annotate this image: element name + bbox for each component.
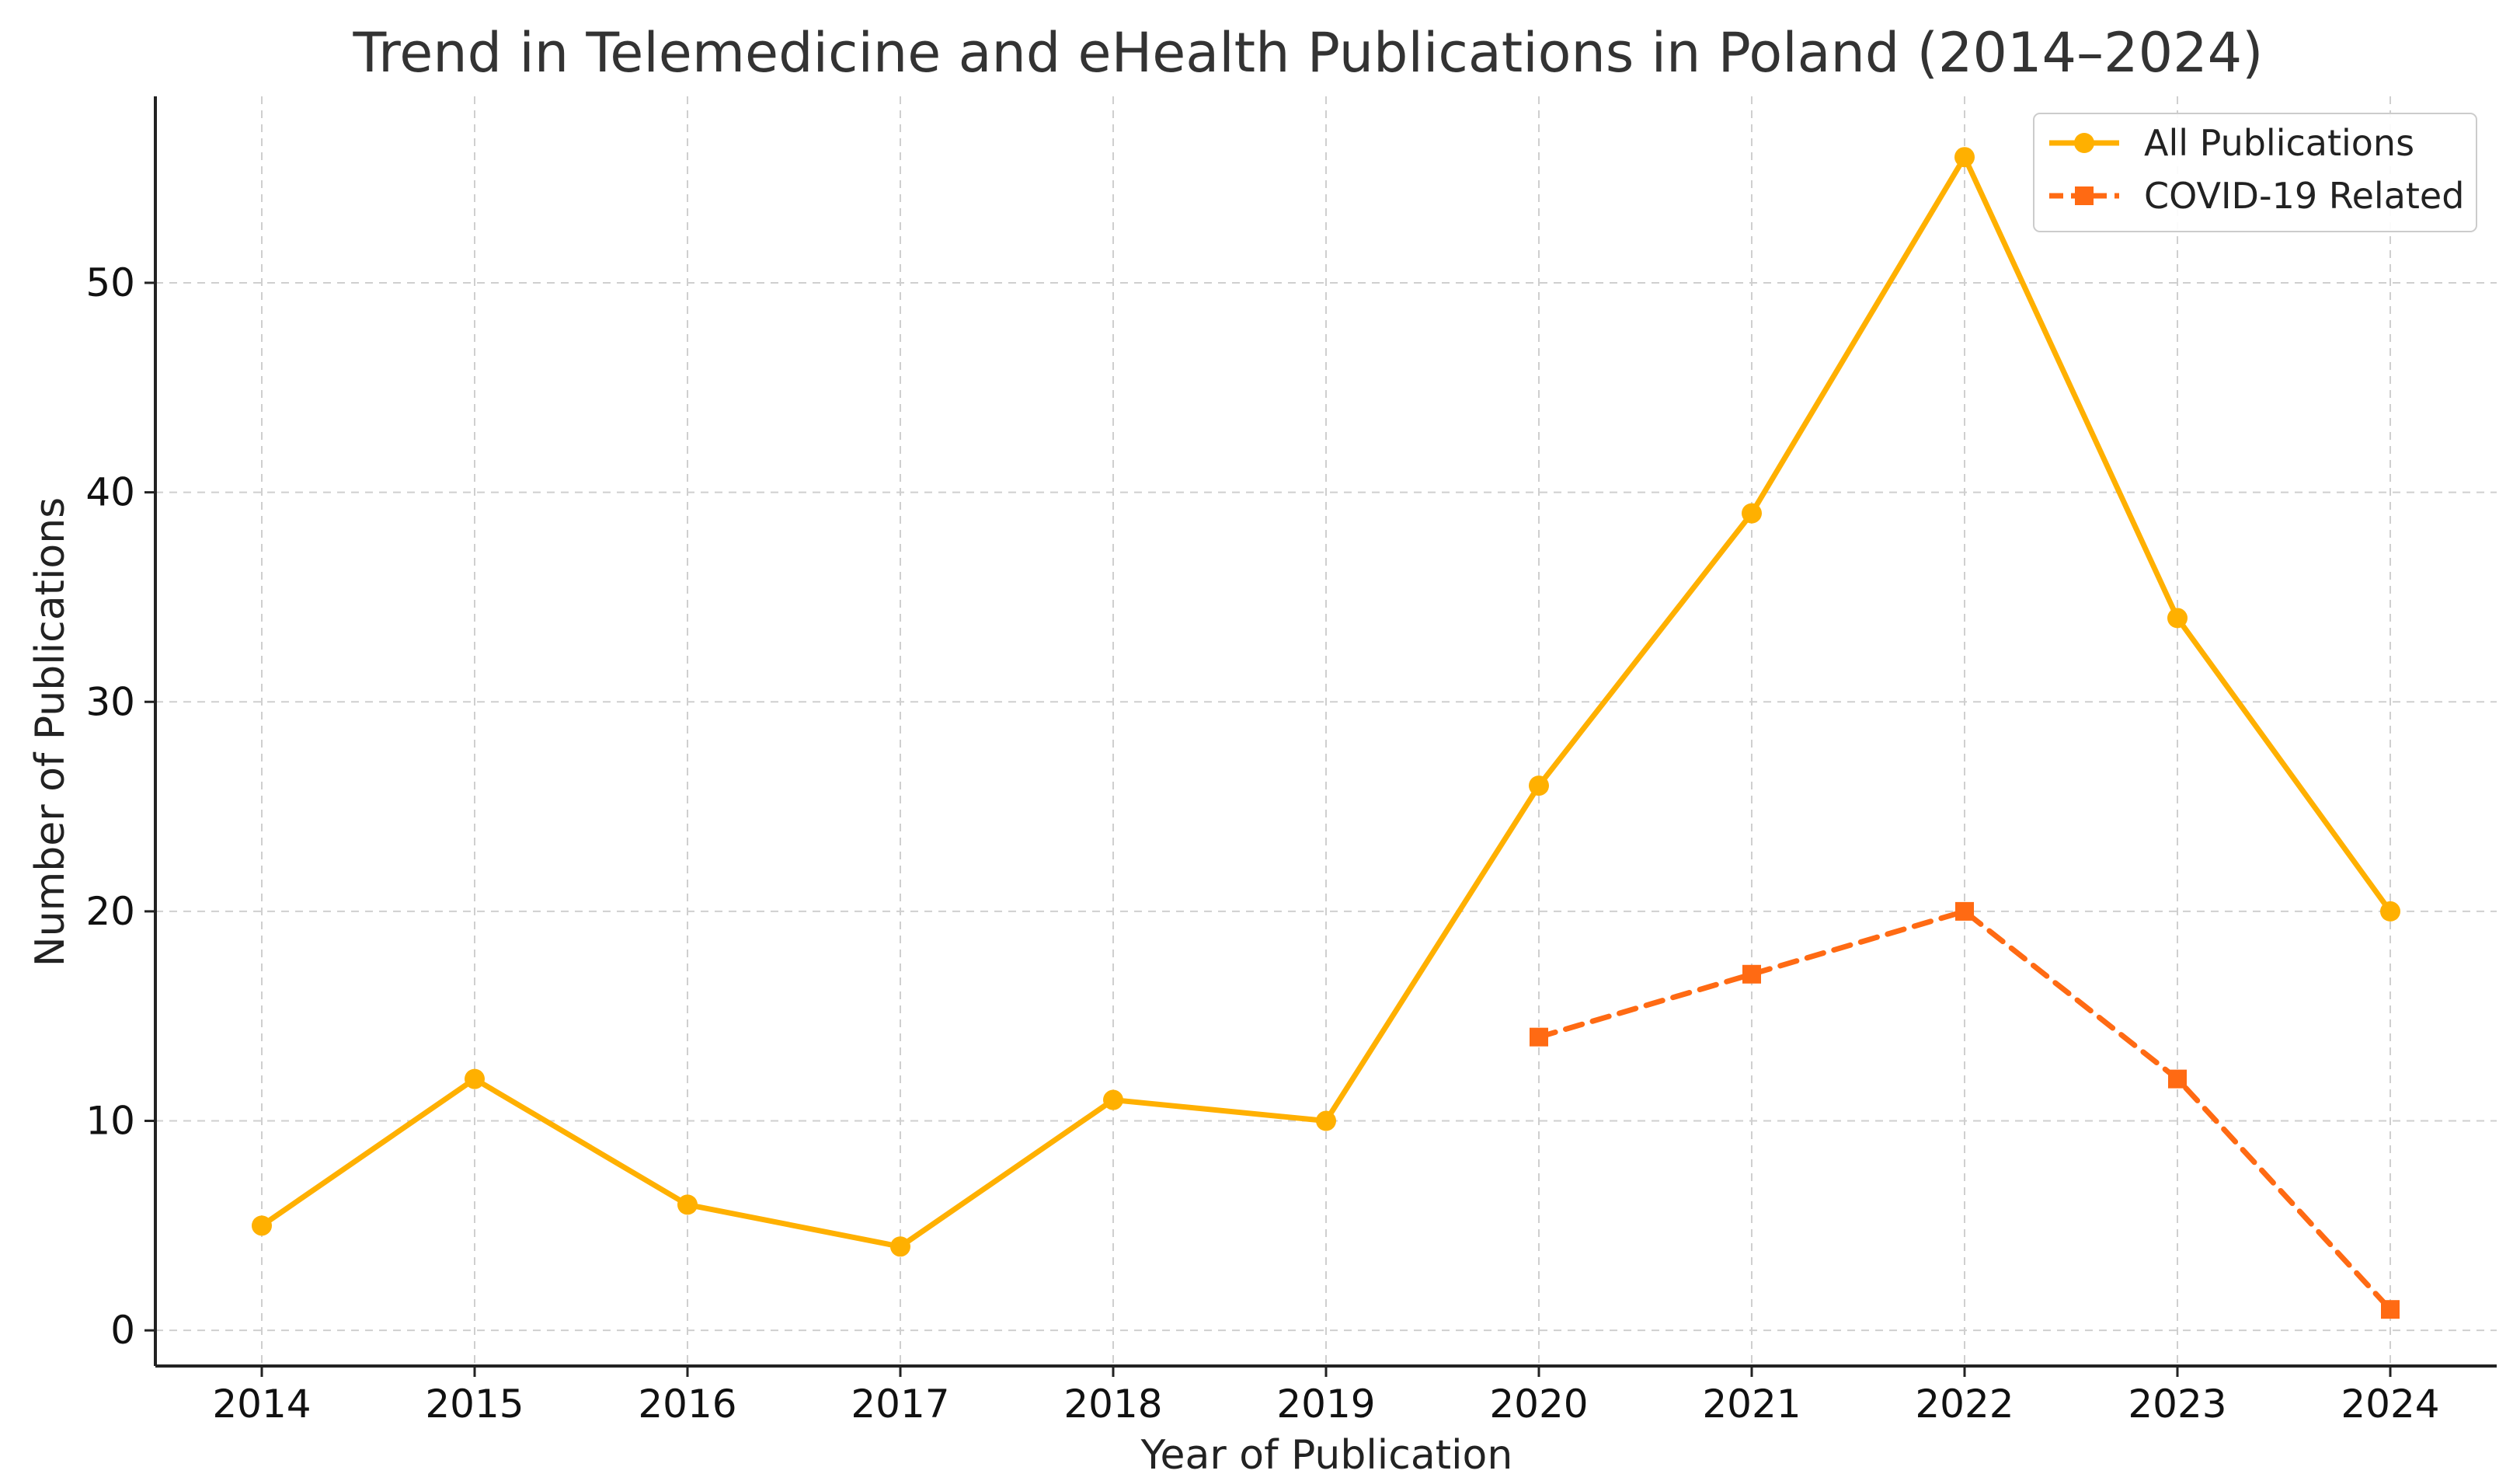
legend-label-all-publications: All Publications <box>2144 122 2414 164</box>
axes: 2014 2015 2016 2017 2018 2019 2020 2021 2022 2023… <box>85 96 2497 1427</box>
chart-title: Trend in Telemedicine and eHealth Public… <box>353 21 2264 85</box>
y-tick-label: 30 <box>85 679 135 724</box>
data-point-all-publications <box>1529 775 1549 796</box>
legend-box <box>2033 113 2477 232</box>
data-point-covid-19-related <box>2381 1300 2400 1319</box>
data-point-all-publications <box>252 1215 272 1236</box>
data-point-covid-19-related <box>1742 964 1761 984</box>
legend-label-covid-19-related: COVID-19 Related <box>2144 175 2464 217</box>
y-axis-label: Number of Publications <box>27 497 74 967</box>
series-line-covid-19-related <box>1536 908 2393 1312</box>
x-tick-label: 2017 <box>851 1382 949 1427</box>
legend-marker-covid-19-related <box>2075 186 2094 205</box>
data-point-all-publications <box>465 1068 485 1089</box>
y-tick-label: 40 <box>85 470 135 515</box>
data-point-all-publications <box>1316 1110 1336 1131</box>
data-point-covid-19-related <box>1530 1027 1548 1047</box>
grid <box>155 96 2497 1366</box>
x-tick-label: 2015 <box>425 1382 524 1427</box>
data-point-all-publications <box>1103 1089 1123 1110</box>
x-tick-label: 2023 <box>2128 1382 2226 1427</box>
data-point-all-publications <box>890 1236 910 1257</box>
x-tick-label: 2018 <box>1063 1382 1162 1427</box>
y-tick-label: 10 <box>85 1099 135 1144</box>
x-tick-label: 2020 <box>1489 1382 1588 1427</box>
data-point-all-publications <box>1954 147 1975 168</box>
y-tick-label: 0 <box>110 1308 135 1353</box>
data-point-all-publications <box>2380 901 2400 922</box>
x-tick-label: 2024 <box>2341 1382 2439 1427</box>
legend: All Publications COVID-19 Related <box>2033 113 2477 232</box>
y-tick-label: 50 <box>85 260 135 305</box>
data-point-all-publications <box>677 1194 698 1215</box>
y-tick-label: 20 <box>85 889 135 934</box>
x-tick-label: 2014 <box>212 1382 311 1427</box>
legend-marker-all-publications <box>2074 133 2094 153</box>
x-tick-label: 2022 <box>1915 1382 2014 1427</box>
x-axis-label: Year of Publication <box>1140 1432 1513 1479</box>
data-point-covid-19-related <box>1955 901 1974 921</box>
series <box>252 147 2400 1319</box>
x-tick-label: 2019 <box>1276 1382 1375 1427</box>
data-point-covid-19-related <box>2168 1069 2187 1089</box>
data-point-all-publications <box>2167 608 2188 629</box>
x-tick-label: 2021 <box>1702 1382 1801 1427</box>
x-tick-label: 2016 <box>638 1382 736 1427</box>
data-point-all-publications <box>1742 503 1762 524</box>
